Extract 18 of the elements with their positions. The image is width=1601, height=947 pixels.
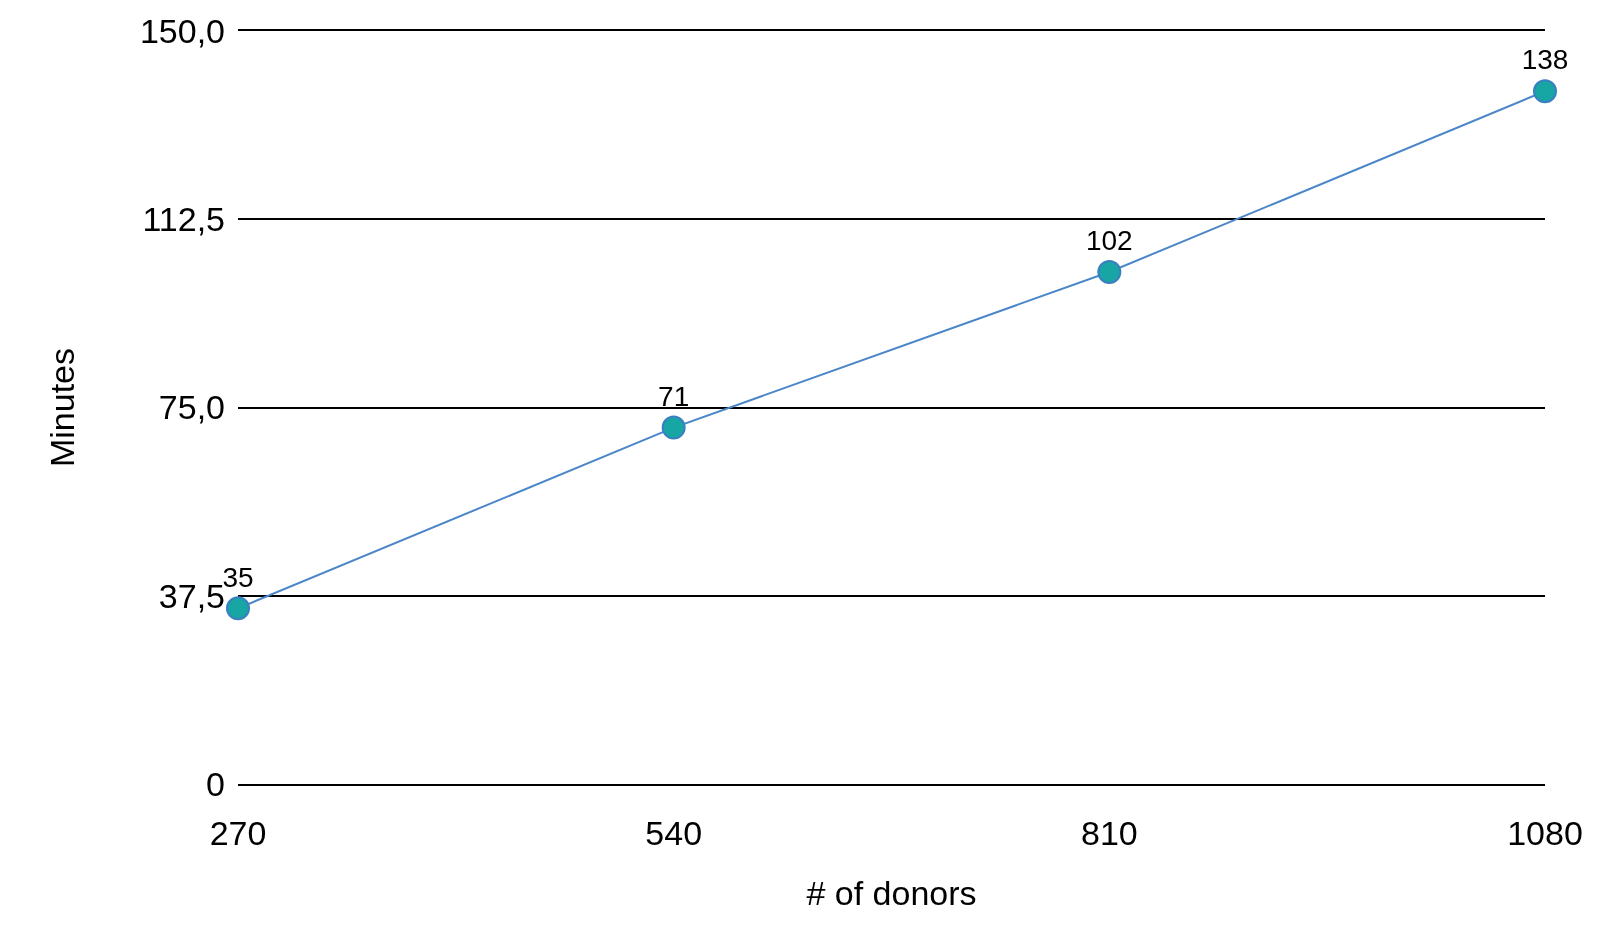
data-label: 138	[1521, 44, 1569, 76]
data-label: 71	[658, 380, 690, 412]
y-tick-label: 150,0	[139, 11, 225, 50]
y-tick-label: 75,0	[158, 388, 225, 427]
x-tick-label: 540	[645, 813, 703, 852]
y-tick-label: 0	[206, 764, 225, 803]
x-axis-title: # of donors	[806, 873, 977, 912]
point	[226, 596, 250, 621]
data-label: 35	[222, 561, 254, 593]
y-axis-title: Minutes	[42, 347, 81, 468]
x-tick-label: 1080	[1507, 813, 1583, 852]
point	[1533, 79, 1557, 104]
x-tick-label: 810	[1080, 813, 1138, 852]
point	[661, 415, 686, 440]
x-tick-label: 270	[209, 813, 267, 852]
point	[1097, 259, 1122, 284]
y-tick-label: 112,5	[142, 200, 225, 239]
data-label: 102	[1085, 225, 1133, 257]
